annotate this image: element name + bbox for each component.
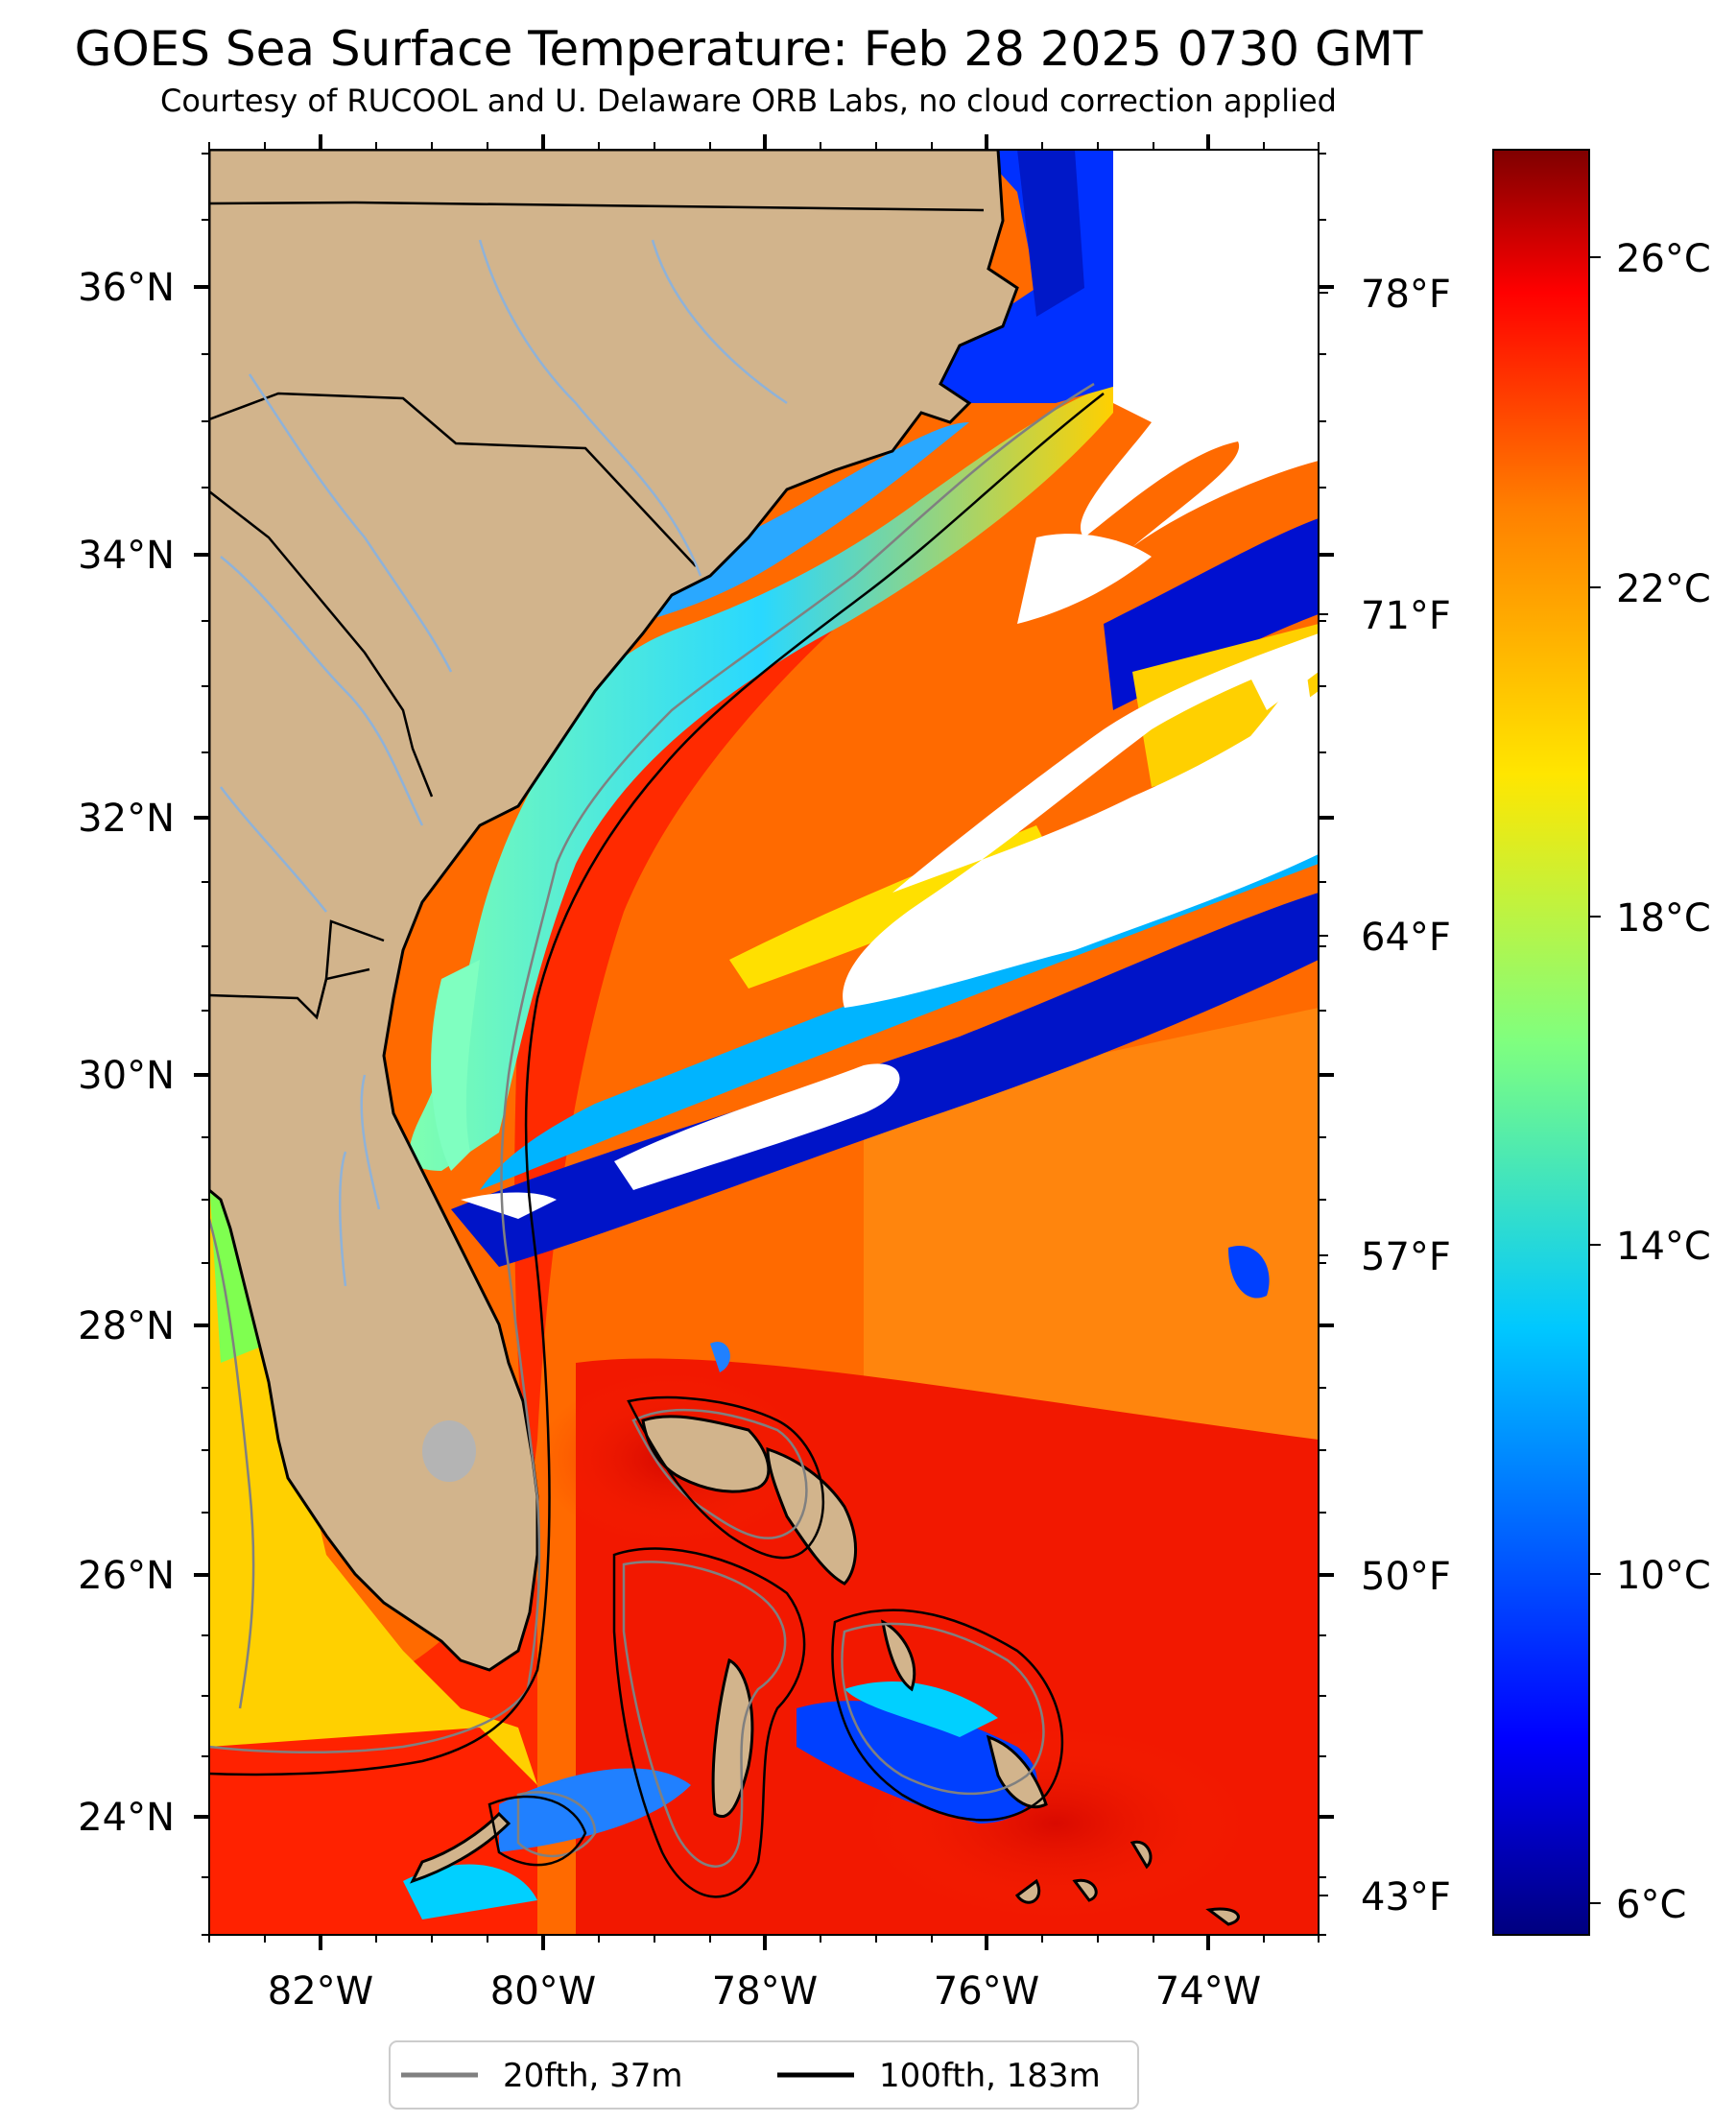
lat-minor-ticks — [202, 153, 1326, 1936]
legend: 20fth, 37m 100fth, 183m — [389, 2040, 1139, 2110]
fahrenheit-label: 57°F — [1361, 1235, 1451, 1279]
land-southeast-us — [209, 150, 1019, 1672]
lat-label: 34°N — [78, 534, 175, 578]
fahrenheit-ticks — [1319, 292, 1328, 1896]
lon-label: 80°W — [490, 1969, 596, 2014]
colorbar-label: 18°C — [1616, 896, 1711, 941]
lat-label: 36°N — [78, 266, 175, 310]
map-title: GOES Sea Surface Temperature: Feb 28 202… — [74, 21, 1423, 77]
contour-100fth — [209, 393, 1105, 1898]
lon-label: 74°W — [1155, 1969, 1261, 2014]
lon-ticks — [319, 134, 1210, 1950]
lon-label: 76°W — [934, 1969, 1039, 2014]
lat-ticks — [194, 285, 1334, 1819]
colorbar-label: 14°C — [1616, 1225, 1711, 1269]
fahrenheit-label: 64°F — [1361, 916, 1451, 960]
colorbar-label: 6°C — [1616, 1883, 1686, 1927]
colorbar — [1492, 149, 1590, 1936]
fahrenheit-label: 50°F — [1361, 1555, 1451, 1599]
map-area — [209, 150, 1319, 1935]
legend-label-20fth: 20fth, 37m — [503, 2057, 683, 2095]
fahrenheit-label: 71°F — [1361, 594, 1451, 638]
colorbar-ticks — [1589, 256, 1601, 1904]
colorbar-label: 22°C — [1616, 567, 1711, 611]
rivers — [220, 239, 788, 1287]
fahrenheit-label: 43°F — [1361, 1875, 1451, 1919]
lake-okeechobee — [422, 1420, 476, 1482]
lat-label: 26°N — [78, 1554, 175, 1598]
lat-label: 30°N — [78, 1054, 175, 1098]
colorbar-label: 10°C — [1616, 1554, 1711, 1598]
map-subtitle: Courtesy of RUCOOL and U. Delaware ORB L… — [160, 83, 1337, 119]
lat-label: 28°N — [78, 1304, 175, 1348]
land-bahamas — [410, 1415, 1240, 1926]
legend-label-100fth: 100fth, 183m — [879, 2057, 1101, 2095]
state-borders — [209, 201, 985, 1020]
colorbar-label: 26°C — [1616, 237, 1711, 281]
lon-minor-ticks — [208, 142, 1320, 1943]
lon-label: 82°W — [268, 1969, 373, 2014]
lat-label: 32°N — [78, 797, 175, 841]
fahrenheit-label: 78°F — [1361, 273, 1451, 317]
lon-label: 78°W — [712, 1969, 818, 2014]
contour-20fth — [209, 382, 1095, 1868]
lat-label: 24°N — [78, 1796, 175, 1840]
